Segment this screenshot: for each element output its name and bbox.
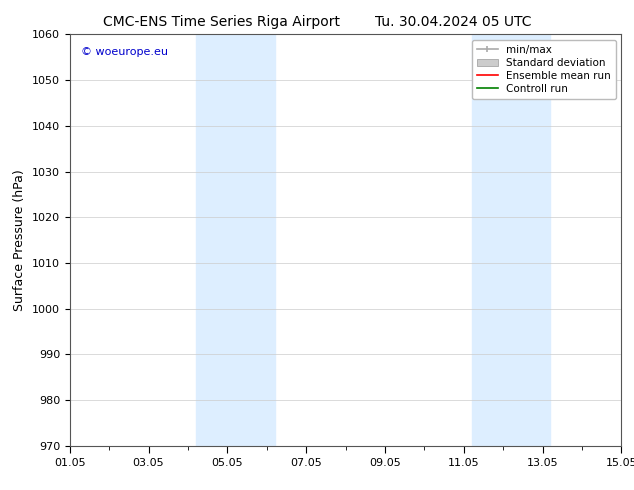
Legend: min/max, Standard deviation, Ensemble mean run, Controll run: min/max, Standard deviation, Ensemble me… xyxy=(472,40,616,99)
Y-axis label: Surface Pressure (hPa): Surface Pressure (hPa) xyxy=(13,169,27,311)
Text: CMC-ENS Time Series Riga Airport        Tu. 30.04.2024 05 UTC: CMC-ENS Time Series Riga Airport Tu. 30.… xyxy=(103,15,531,29)
Bar xyxy=(196,34,275,446)
Bar xyxy=(472,34,550,446)
Text: © woeurope.eu: © woeurope.eu xyxy=(81,47,168,57)
